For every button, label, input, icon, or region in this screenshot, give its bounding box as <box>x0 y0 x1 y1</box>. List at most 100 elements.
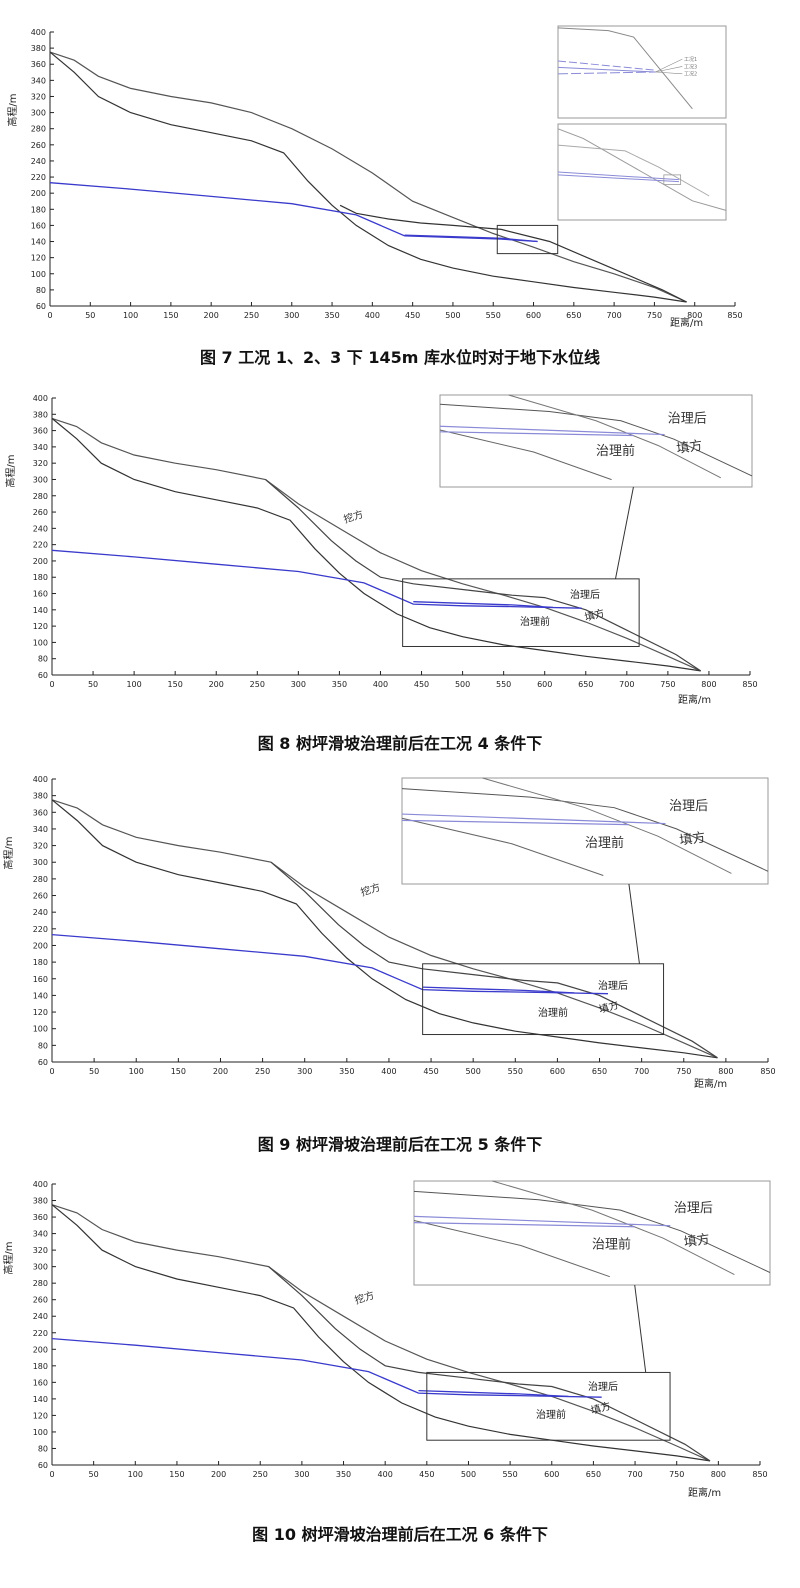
series-line-after-treatment <box>265 479 702 672</box>
x-tick-label: 600 <box>544 1470 559 1479</box>
y-tick-label: 60 <box>38 671 48 680</box>
x-tick-label: 800 <box>711 1470 726 1479</box>
x-tick-label: 100 <box>128 1470 143 1479</box>
y-tick-label: 260 <box>33 892 48 901</box>
inset-water-line <box>439 425 665 436</box>
y-axis-label: 高程/m <box>2 1241 15 1274</box>
y-tick-label: 160 <box>33 975 48 984</box>
y-tick-label: 240 <box>33 908 48 917</box>
inset-slip-line <box>401 817 604 876</box>
y-tick-label: 140 <box>33 606 48 615</box>
chart-figure-9: 60 80 100 120 140 160 180 200 220 240 260 280 300 320… <box>2 775 776 1090</box>
y-tick-label: 360 <box>33 1213 48 1222</box>
y-axis-label: 高程/m <box>6 93 19 126</box>
y-tick-label: 200 <box>33 1345 48 1354</box>
y-tick-label: 320 <box>31 92 46 101</box>
inset-label-before: 治理前 <box>596 443 635 459</box>
x-tick-label: 150 <box>169 1470 184 1479</box>
inset-leader-line <box>655 66 683 73</box>
x-tick-label: 850 <box>742 680 757 689</box>
annotation-excavation: 挖方 <box>342 507 365 526</box>
inset-frame <box>439 394 753 488</box>
zoom-box <box>402 578 640 647</box>
inset-water-line <box>401 819 629 826</box>
inset-ground-line <box>557 128 727 211</box>
y-tick-label: 400 <box>33 775 48 784</box>
annotation-after: 治理后 <box>598 979 628 992</box>
x-tick-label: 300 <box>294 1470 309 1479</box>
y-tick-label: 160 <box>33 1378 48 1387</box>
annotation-fill: 填方 <box>597 998 620 1016</box>
x-tick-label: 250 <box>255 1067 270 1076</box>
x-tick-label: 150 <box>171 1067 186 1076</box>
y-tick-label: 360 <box>31 60 46 69</box>
x-tick-label: 700 <box>634 1067 649 1076</box>
x-tick-label: 50 <box>89 1470 99 1479</box>
inset-frame <box>413 1180 771 1286</box>
zoom-box <box>426 1371 671 1441</box>
x-tick-label: 0 <box>49 680 54 689</box>
x-tick-label: 250 <box>253 1470 268 1479</box>
series-line-after-treatment <box>270 861 718 1059</box>
series-line-groundwater <box>413 601 553 609</box>
y-tick-label: 80 <box>36 286 46 295</box>
inset-water-line <box>413 1215 671 1227</box>
x-tick-label: 400 <box>365 311 380 320</box>
inset-frame <box>401 777 769 885</box>
series-line-groundwater <box>51 933 609 995</box>
y-tick-label: 140 <box>31 238 46 247</box>
x-tick-label: 450 <box>414 680 429 689</box>
series-line-ground <box>49 51 687 303</box>
inset-label-before: 治理前 <box>585 835 624 851</box>
y-tick-label: 320 <box>33 459 48 468</box>
zoom-box <box>496 224 559 255</box>
x-tick-label: 350 <box>324 311 339 320</box>
inset-label-after: 治理后 <box>669 799 708 814</box>
x-axis-label: 距离/m <box>688 1486 721 1499</box>
figure-7: 60 80 100 120 140 160 180 200 220 240 260 280 300 320… <box>0 10 800 334</box>
x-tick-label: 250 <box>244 311 259 320</box>
x-tick-label: 350 <box>339 1067 354 1076</box>
annotation-before: 治理前 <box>520 615 550 628</box>
y-tick-label: 300 <box>31 109 46 118</box>
x-tick-label: 600 <box>537 680 552 689</box>
y-tick-label: 220 <box>33 541 48 550</box>
y-tick-label: 380 <box>33 1197 48 1206</box>
figure-9: 60 80 100 120 140 160 180 200 220 240 260 280 300 320… <box>0 765 800 1109</box>
x-tick-label: 500 <box>466 1067 481 1076</box>
x-tick-label: 450 <box>423 1067 438 1076</box>
figure-caption: 图 9 树坪滑坡治理前后在工况 5 条件下 <box>257 1135 543 1154</box>
x-axis-label: 距离/m <box>678 693 711 706</box>
x-tick-label: 550 <box>508 1067 523 1076</box>
y-tick-label: 120 <box>33 622 48 631</box>
y-tick-label: 360 <box>33 427 48 436</box>
inset-zoom-box <box>663 174 682 185</box>
y-tick-label: 200 <box>31 189 46 198</box>
y-tick-label: 280 <box>33 492 48 501</box>
y-tick-label: 200 <box>33 557 48 566</box>
x-tick-label: 0 <box>47 311 52 320</box>
y-tick-label: 100 <box>33 1025 48 1034</box>
inset-slip-line <box>439 429 612 481</box>
y-axis-label: 高程/m <box>2 836 15 869</box>
y-tick-label: 180 <box>33 958 48 967</box>
y-tick-label: 320 <box>33 842 48 851</box>
inset-water-line <box>557 171 679 181</box>
x-tick-label: 300 <box>297 1067 312 1076</box>
annotation-fill: 填方 <box>589 1399 612 1417</box>
x-tick-label: 400 <box>373 680 388 689</box>
y-tick-label: 120 <box>33 1008 48 1017</box>
y-tick-label: 400 <box>31 28 46 37</box>
inset-water-line <box>557 174 679 183</box>
y-tick-label: 80 <box>38 655 48 664</box>
figure-8: 60 80 100 120 140 160 180 200 220 240 260 280 300 320… <box>0 385 800 719</box>
x-tick-label: 650 <box>566 311 581 320</box>
inset-ground-line <box>413 1190 771 1273</box>
x-tick-label: 200 <box>213 1067 228 1076</box>
inset-connector-line <box>615 486 634 579</box>
x-tick-label: 400 <box>381 1067 396 1076</box>
series-line-groundwater <box>422 986 575 994</box>
y-tick-label: 280 <box>31 125 46 134</box>
inset-ground-line <box>439 403 753 477</box>
